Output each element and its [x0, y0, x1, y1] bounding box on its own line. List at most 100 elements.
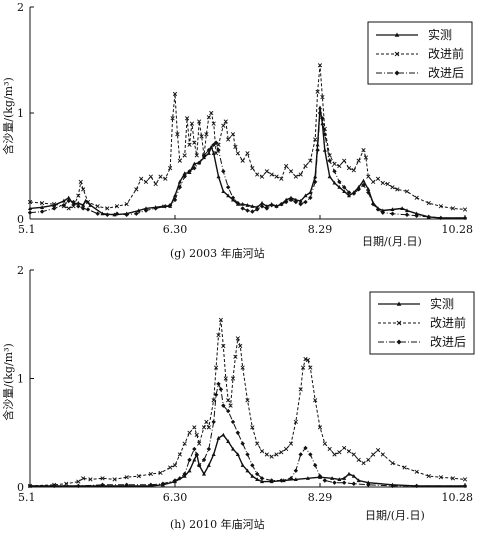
data-point-before-g-47: [240, 158, 245, 163]
data-point-after-g-59: [356, 187, 361, 192]
data-point-before-h-40: [264, 452, 269, 457]
data-point-after-h-40: [341, 480, 347, 485]
data-point-after-g-31: [230, 195, 236, 200]
data-point-before-g-27: [184, 116, 190, 121]
legend-label-after-h: 改进后: [430, 335, 466, 349]
data-point-after-h-22: [230, 419, 236, 425]
data-point-before-g-69: [337, 163, 342, 169]
data-point-after-g-29: [221, 169, 226, 174]
data-point-before-g-8: [81, 187, 86, 192]
data-point-before-g-58: [293, 174, 298, 179]
data-point-before-h-27: [221, 343, 226, 349]
data-point-before-h-33: [235, 336, 240, 341]
data-point-measured-g-36: [255, 205, 260, 209]
data-point-before-g-55: [279, 176, 284, 181]
data-point-after-g-47: [308, 195, 313, 200]
data-point-before-h-58: [342, 445, 347, 451]
data-point-before-h-52: [313, 398, 318, 403]
data-point-after-g-10: [105, 212, 110, 217]
data-point-before-g-16: [143, 179, 149, 185]
data-point-before-h-26: [218, 317, 224, 323]
data-point-after-h-19: [218, 387, 224, 392]
data-point-before-g-86: [438, 204, 443, 209]
data-point-before-g-35: [204, 132, 209, 137]
data-point-measured-g-66: [400, 206, 405, 210]
data-point-measured-g-49: [315, 142, 320, 147]
data-point-before-g-42: [223, 119, 228, 124]
data-point-before-h-4: [81, 476, 86, 481]
data-point-before-h-17: [192, 425, 197, 430]
data-point-before-h-3: [76, 479, 81, 484]
data-point-before-h-54: [322, 441, 327, 446]
data-point-before-g-25: [177, 158, 182, 163]
data-point-before-h-44: [284, 446, 289, 452]
data-point-after-h-8: [177, 476, 183, 481]
data-point-before-h-23: [211, 398, 216, 403]
data-point-before-g-77: [371, 179, 376, 185]
data-point-after-h-14: [201, 457, 207, 463]
data-point-before-g-83: [404, 189, 410, 194]
legend-box-h: [369, 291, 475, 355]
data-point-before-g-79: [380, 180, 385, 186]
x-tick-label-h-3: 10.28: [442, 491, 474, 504]
data-point-after-h-24: [240, 441, 245, 446]
data-point-before-h-25: [216, 332, 221, 338]
data-point-before-h-56: [332, 452, 337, 457]
data-point-before-g-80: [385, 181, 390, 187]
data-point-before-g-41: [221, 123, 226, 128]
data-point-before-g-22: [170, 116, 175, 121]
data-point-after-g-27: [213, 140, 219, 145]
data-point-before-h-11: [158, 470, 163, 476]
data-point-after-g-5: [71, 199, 76, 205]
data-point-before-g-46: [235, 151, 240, 156]
data-point-measured-g-59: [356, 185, 361, 189]
data-point-measured-g-67: [405, 208, 409, 213]
data-point-before-h-36: [245, 398, 250, 403]
data-point-after-g-62: [370, 201, 376, 207]
data-point-after-h-17: [213, 392, 219, 397]
data-point-measured-h-18: [226, 439, 231, 444]
data-point-before-h-7: [112, 477, 117, 482]
data-point-before-h-53: [317, 425, 323, 430]
data-point-after-g-48: [312, 179, 318, 185]
data-point-before-g-63: [315, 89, 320, 94]
data-point-before-g-17: [148, 174, 153, 179]
x-tick-label-h-1: 6.30: [163, 491, 188, 504]
series-line-after-g: [29, 112, 465, 219]
data-point-measured-h-25: [260, 479, 264, 484]
data-point-measured-h-10: [192, 457, 197, 462]
data-point-before-g-37: [209, 110, 214, 116]
data-point-after-g-37: [259, 204, 265, 209]
data-point-after-g-64: [380, 210, 386, 215]
x-tick-label-g-0: 5.1: [18, 223, 36, 236]
data-point-after-h-45: [462, 483, 468, 489]
data-point-before-g-56: [284, 163, 289, 169]
data-point-after-h-36: [312, 463, 318, 468]
data-point-measured-g-37: [260, 200, 264, 205]
data-point-after-h-26: [250, 463, 255, 468]
data-point-measured-g-19: [177, 179, 182, 184]
data-point-before-g-30: [192, 140, 197, 145]
data-point-after-h-9: [182, 471, 187, 477]
data-point-before-g-19: [158, 174, 163, 179]
chart-caption-h: (h) 2010 年庙河站: [170, 517, 265, 531]
data-point-after-g-42: [283, 199, 289, 205]
data-point-after-h-21: [225, 408, 231, 414]
data-point-after-h-11: [192, 446, 197, 452]
data-point-after-h-12: [194, 452, 199, 457]
data-point-after-g-38: [264, 206, 270, 211]
data-point-before-h-14: [177, 452, 182, 457]
data-point-after-h-43: [390, 483, 395, 489]
data-point-before-g-29: [189, 121, 195, 126]
data-point-before-g-57: [288, 169, 294, 174]
data-point-before-g-76: [366, 174, 371, 179]
x-tick-label-g-2: 8.29: [308, 223, 333, 236]
data-point-after-h-7: [172, 478, 178, 483]
series-line-after-h: [30, 382, 465, 487]
data-point-measured-g-54: [332, 180, 337, 185]
data-point-after-h-0: [27, 483, 33, 489]
data-point-measured-g-60: [361, 178, 366, 183]
data-point-after-g-24: [201, 153, 207, 158]
data-point-before-g-0: [27, 199, 33, 205]
data-point-after-g-7: [80, 206, 86, 211]
